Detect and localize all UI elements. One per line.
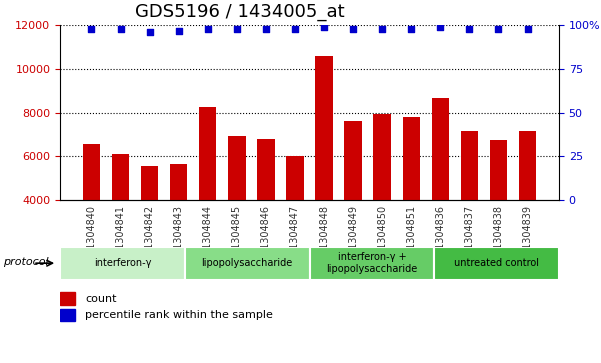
Point [203,26,213,32]
Bar [490,140,507,200]
Bar [373,114,391,200]
Text: percentile rank within the sample: percentile rank within the sample [85,310,273,320]
Bar [228,136,246,200]
Bar [60,309,75,321]
Bar [344,121,362,200]
Bar [257,139,275,200]
Text: interferon-γ: interferon-γ [94,258,151,268]
Point [232,26,242,32]
Point [261,26,270,32]
Text: count: count [85,294,117,303]
Bar [286,156,304,200]
Bar [316,56,333,200]
Point [290,26,300,32]
Point [436,24,445,30]
Point [523,26,532,32]
Text: GDS5196 / 1434005_at: GDS5196 / 1434005_at [135,3,344,21]
Bar [461,131,478,200]
Point [377,26,387,32]
Text: protocol: protocol [3,257,49,266]
Bar [432,98,449,200]
Text: lipopolysaccharide: lipopolysaccharide [201,258,293,268]
Bar [141,166,158,200]
Text: interferon-γ +
lipopolysaccharide: interferon-γ + lipopolysaccharide [326,252,418,274]
Point [87,26,96,32]
FancyBboxPatch shape [310,247,435,280]
Bar [403,117,420,200]
Bar [170,164,188,200]
Bar [519,131,536,200]
Point [319,24,329,30]
FancyBboxPatch shape [60,247,185,280]
FancyBboxPatch shape [185,247,310,280]
Bar [112,154,129,200]
Point [174,28,183,33]
Point [145,29,154,35]
Bar [83,144,100,200]
Point [349,26,358,32]
Point [116,26,126,32]
Point [465,26,474,32]
FancyBboxPatch shape [435,247,559,280]
Text: untreated control: untreated control [454,258,539,268]
Point [493,26,503,32]
Point [406,26,416,32]
Bar [199,107,216,200]
Bar [60,292,75,305]
